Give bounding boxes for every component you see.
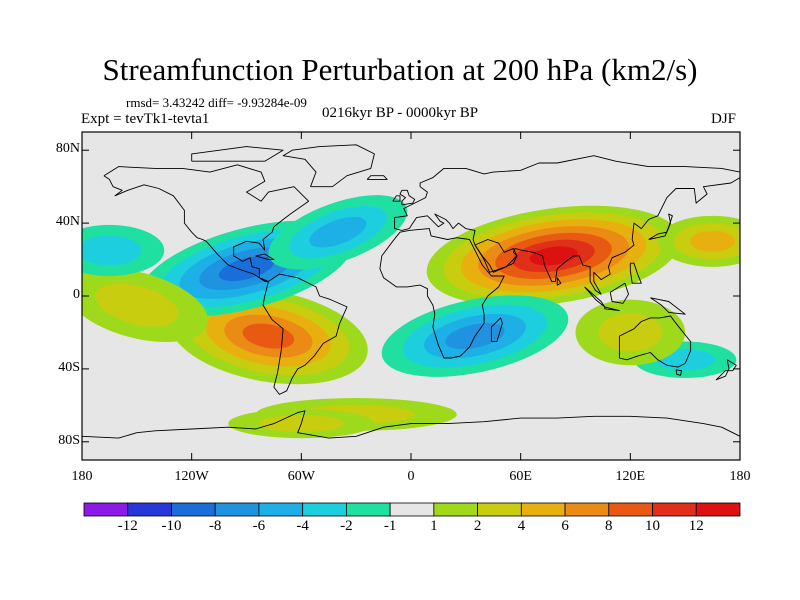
colorbar-swatch	[83, 502, 129, 517]
colorbar-label: -2	[340, 518, 353, 534]
colorbar-swatch	[345, 502, 391, 517]
contour-band	[529, 246, 578, 266]
colorbar-swatch	[389, 502, 435, 517]
colorbar-swatch	[127, 502, 172, 517]
axis-ticks	[81, 132, 741, 460]
contour-band	[598, 313, 663, 352]
x-tick-label: 0	[407, 469, 415, 484]
x-tick-label: 180	[729, 469, 751, 484]
field-max-6	[82, 268, 208, 343]
colorbar-label: 10	[645, 518, 661, 534]
colorbar-label: 4	[517, 518, 526, 534]
colorbar-label: -1	[383, 518, 397, 534]
colorbar-swatch	[302, 502, 347, 517]
coastline-6	[618, 315, 692, 368]
coastline-13	[366, 175, 388, 180]
field-max-0	[426, 205, 681, 307]
y-tick-label: 40S	[58, 359, 80, 375]
coastline-21	[255, 253, 275, 261]
y-tick-label: 0	[73, 287, 80, 302]
x-tick-label: 120W	[174, 469, 209, 484]
coastline-2	[262, 273, 348, 395]
coastline-10	[82, 410, 740, 439]
coastline-17	[609, 282, 629, 304]
x-tick-label: 120E	[615, 469, 646, 484]
x-tick-label: 180	[71, 469, 93, 484]
colorbar-label: -8	[208, 518, 222, 534]
coastline-3	[394, 155, 740, 295]
contour-band	[309, 216, 367, 248]
field-plot	[82, 132, 740, 460]
coastline-12	[392, 195, 401, 202]
coastline-4	[379, 228, 505, 359]
coastlines	[82, 144, 740, 439]
contour-band	[95, 283, 179, 327]
chart-title: Streamfunction Perturbation at 200 hPa (…	[102, 52, 698, 87]
coastline-19	[629, 262, 642, 284]
y-tick-label: 80N	[55, 141, 80, 157]
coastline-14	[648, 213, 673, 240]
period-label: 0216kyr BP - 0000kyr BP	[322, 105, 479, 121]
colorbar-label: 8	[605, 518, 613, 534]
coastline-18	[650, 297, 686, 315]
coastline-22	[191, 146, 284, 162]
colorbar-label: 6	[561, 518, 569, 534]
colorbar-swatch	[520, 502, 566, 517]
colorbar-label: -10	[161, 518, 182, 534]
x-tick-label: 60E	[509, 469, 532, 484]
field-min-4	[268, 195, 408, 270]
stats-text: rmsd= 3.43242 diff= -9.93284e-09	[126, 95, 307, 110]
colorbar-swatch	[433, 502, 479, 517]
coastline-5	[474, 239, 518, 273]
colorbar-swatch	[214, 502, 260, 517]
colorbar-label: 2	[473, 518, 482, 534]
coastline-11	[399, 189, 416, 206]
contour-band	[242, 323, 295, 349]
colorbar-swatch	[477, 502, 522, 517]
field-max-5	[657, 215, 740, 267]
colorbar-label: -6	[252, 518, 266, 534]
colorbar	[83, 502, 741, 517]
colorbar-label: 1	[430, 518, 438, 534]
colorbar-swatch	[652, 502, 697, 517]
season-label: DJF	[711, 111, 737, 127]
coastline-1	[282, 144, 375, 188]
colorbar-swatch	[608, 502, 653, 517]
field-min-7	[82, 224, 165, 276]
coastline-20	[556, 277, 562, 286]
y-tick-label: 80S	[58, 432, 80, 448]
colorbar-label: 12	[688, 518, 704, 534]
coastline-0	[103, 164, 310, 282]
colorbar-swatch	[695, 502, 741, 517]
colorbar-swatch	[564, 502, 610, 517]
colorbar-label: -12	[117, 518, 138, 534]
contour-band	[82, 235, 142, 266]
coastline-9	[490, 317, 503, 343]
x-tick-label: 60W	[287, 469, 315, 484]
colorbar-swatch	[171, 502, 216, 517]
colorbar-label: -4	[296, 518, 309, 534]
contour-band	[218, 256, 275, 282]
experiment-label: Expt = tevTk1-tevta1	[81, 111, 210, 127]
coastline-16	[604, 306, 620, 312]
coastline-7	[675, 369, 682, 376]
colorbar-swatch	[258, 502, 304, 517]
coastline-8	[715, 359, 737, 381]
y-tick-label: 40N	[55, 214, 80, 230]
field-max-9	[575, 299, 686, 366]
contour-band	[690, 230, 736, 252]
